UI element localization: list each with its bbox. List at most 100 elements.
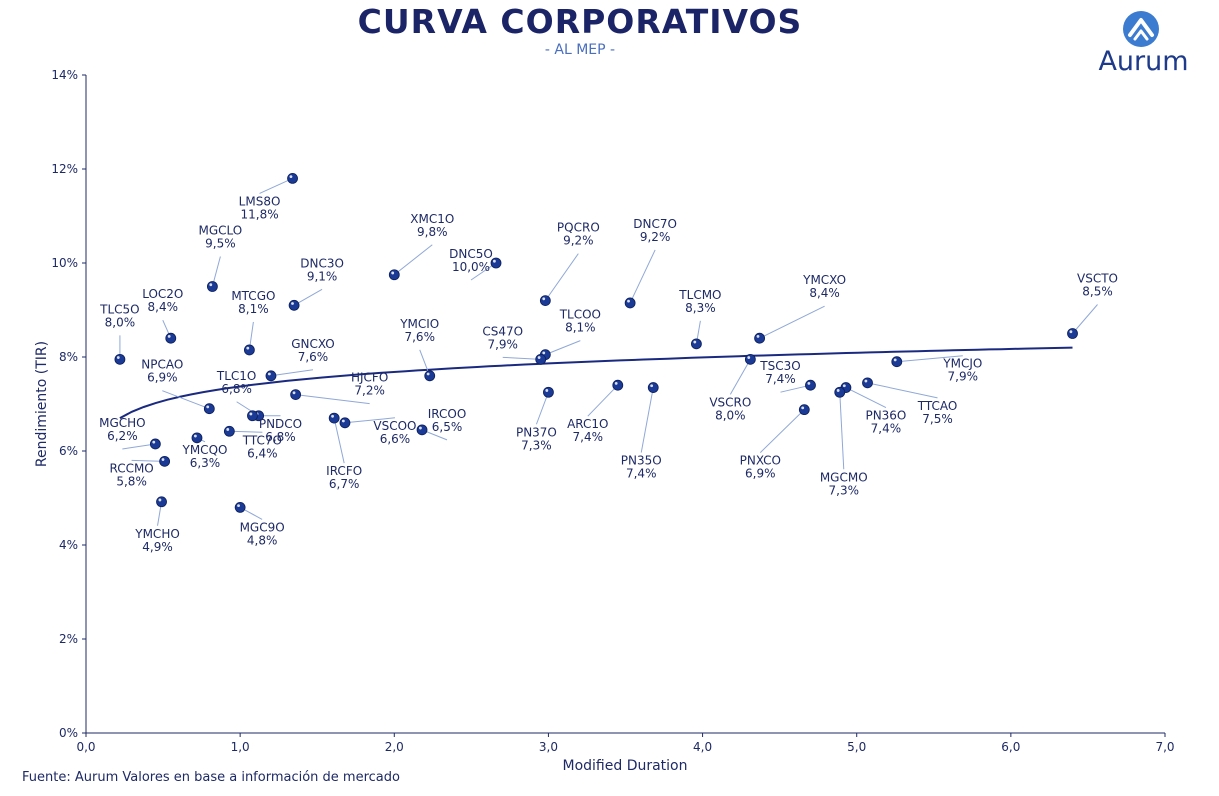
point-value-label: 9,2% <box>563 234 594 248</box>
point-vscto <box>1067 328 1078 339</box>
point-highlight-mgclo <box>209 283 213 287</box>
point-name-label: YMCQO <box>182 443 228 457</box>
point-value-label: 6,7% <box>329 477 360 491</box>
point-value-label: 6,6% <box>380 432 411 446</box>
point-value-label: 7,9% <box>948 370 979 384</box>
point-dnc7o <box>624 297 636 309</box>
point-highlight-mgcho <box>152 440 156 444</box>
point-mgclo <box>206 281 218 292</box>
point-name-label: PN37O <box>516 425 557 439</box>
point-value-label: 7,4% <box>765 372 796 386</box>
points-layer <box>114 172 1078 513</box>
leader-line-dnc7o <box>629 249 656 304</box>
point-name-label: IRCFO <box>326 464 362 478</box>
point-highlight-mgc9o <box>237 504 240 507</box>
point-tlcmo <box>691 338 702 350</box>
point-highlight-ymcxo <box>756 335 760 338</box>
point-highlight-hjcfo <box>292 391 296 395</box>
point-name-label: PNXCO <box>740 454 781 468</box>
x-tick-label: 5,0 <box>847 740 866 754</box>
point-value-label: 7,4% <box>871 422 902 436</box>
leader-line-npcao <box>162 390 210 410</box>
point-name-label: PNDCO <box>259 417 302 431</box>
point-name-label: LOC2O <box>142 287 183 301</box>
leader-lines-layer <box>119 177 1098 526</box>
point-name-label: VSCTO <box>1077 272 1118 286</box>
point-highlight-tlc5o <box>116 356 120 359</box>
point-highlight-pqcro <box>542 297 546 301</box>
point-name-label: CS47O <box>482 324 523 338</box>
point-highlight-vscoo <box>341 419 345 423</box>
x-tick-label: 6,0 <box>1001 740 1020 754</box>
point-highlight-lms8o <box>289 175 293 179</box>
point-name-label: DNC7O <box>633 217 677 231</box>
point-name-label: DNC5O <box>449 247 493 261</box>
point-value-label: 9,5% <box>205 237 236 251</box>
point-value-label: 7,4% <box>573 430 604 444</box>
leader-line-gncxo <box>270 369 314 377</box>
x-tick-label: 1,0 <box>231 740 250 754</box>
leader-line-arc1o <box>587 384 619 417</box>
point-name-label: YMCJO <box>942 357 982 371</box>
point-highlight-ymcjo <box>893 358 897 362</box>
point-value-label: 7,3% <box>829 483 860 497</box>
point-hjcfo <box>290 389 302 401</box>
point-mgc9o <box>234 501 246 513</box>
point-value-label: 8,5% <box>1082 285 1113 299</box>
point-highlight-tsc3o <box>807 382 811 385</box>
leader-line-mgcho <box>122 443 156 450</box>
point-value-label: 4,8% <box>247 533 278 547</box>
point-value-label: 7,2% <box>354 384 385 398</box>
point-name-label: YMCHO <box>134 527 180 541</box>
leader-line-xmc1o <box>393 244 433 276</box>
point-mgcmo <box>834 386 846 398</box>
point-highlight-ymcho <box>158 498 162 502</box>
point-value-label: 7,9% <box>487 337 518 351</box>
point-name-label: PN36O <box>865 409 906 423</box>
point-npcao <box>203 403 215 415</box>
point-value-label: 5,8% <box>116 474 147 488</box>
point-highlight-dnc5o <box>493 259 496 263</box>
point-pnxco <box>798 404 810 416</box>
point-pndco <box>247 410 258 422</box>
leader-line-pn35o <box>640 387 654 453</box>
point-value-label: 6,8% <box>265 430 296 444</box>
point-vscoo <box>339 417 351 429</box>
point-mtcgo <box>243 344 255 356</box>
y-axis-title: Rendimiento (TIR) <box>34 341 50 467</box>
y-tick-label: 8% <box>59 350 78 364</box>
point-tsc3o <box>805 379 816 391</box>
point-value-label: 10,0% <box>452 260 490 274</box>
point-value-label: 6,2% <box>107 429 138 443</box>
point-name-label: MTCGO <box>231 289 275 303</box>
point-ymcho <box>156 496 167 508</box>
point-ymcqo <box>191 432 203 444</box>
leader-line-vscro <box>729 359 751 395</box>
y-tick-label: 12% <box>51 162 78 176</box>
point-highlight-ttc7o <box>226 428 230 431</box>
point-name-label: TSC3O <box>759 359 800 373</box>
point-value-label: 8,1% <box>565 321 596 335</box>
point-rccmo <box>159 455 171 467</box>
